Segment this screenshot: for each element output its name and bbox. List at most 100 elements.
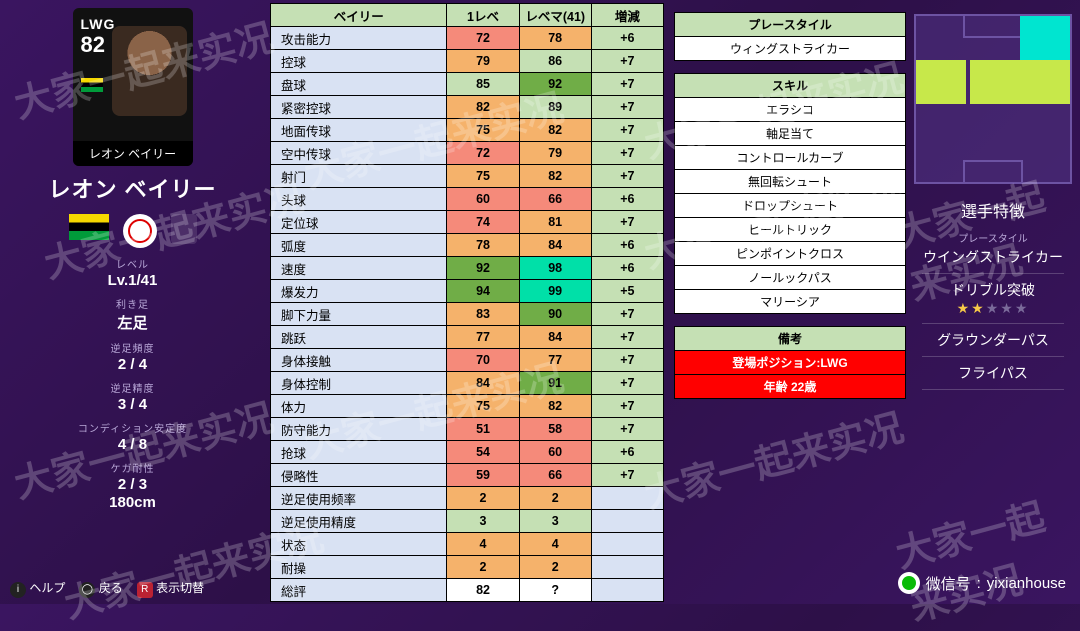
stat-label: 脚下力量 — [271, 303, 447, 326]
back-key-icon: ◯ — [79, 582, 95, 598]
stat-label: 定位球 — [271, 211, 447, 234]
meta-label: コンディション安定度 — [8, 420, 257, 435]
stat-diff: +7 — [591, 349, 663, 372]
stat-diff: +7 — [591, 395, 663, 418]
stat-label: 抢球 — [271, 441, 447, 464]
stat-base: 51 — [447, 418, 519, 441]
stat-max: 92 — [519, 73, 591, 96]
stat-max: 98 — [519, 257, 591, 280]
trait-label: プレースタイル — [914, 230, 1072, 245]
stat-diff: +7 — [591, 119, 663, 142]
stat-diff — [591, 487, 663, 510]
stat-base: 75 — [447, 165, 519, 188]
stat-diff: +6 — [591, 257, 663, 280]
stats-row: 脚下力量8390+7 — [271, 303, 664, 326]
stat-diff: +6 — [591, 188, 663, 211]
position-zone-cmf — [970, 60, 1020, 104]
stats-row: 身体控制8491+7 — [271, 372, 664, 395]
stat-max: 82 — [519, 119, 591, 142]
stats-row: 耐操22 — [271, 556, 664, 579]
help-key-icon: i — [10, 582, 26, 598]
stat-max: 58 — [519, 418, 591, 441]
card-position: LWG — [81, 16, 116, 32]
position-pitch — [914, 14, 1072, 184]
stat-base: 54 — [447, 441, 519, 464]
stat-diff: +6 — [591, 441, 663, 464]
stat-base: 2 — [447, 556, 519, 579]
stat-label: 空中传球 — [271, 142, 447, 165]
position-zone-lwg — [1020, 16, 1070, 60]
stats-row: 侵略性5966+7 — [271, 464, 664, 487]
playstyle-value: ウィングストライカー — [675, 37, 906, 61]
stats-header: ベイリー — [271, 4, 447, 27]
stat-diff: +7 — [591, 142, 663, 165]
stat-label: 耐操 — [271, 556, 447, 579]
switch-key-icon: R — [137, 582, 153, 598]
stat-diff: +7 — [591, 73, 663, 96]
skill-item: 軸足当て — [675, 122, 906, 146]
nationality-flag-icon — [69, 214, 109, 240]
stat-base: 3 — [447, 510, 519, 533]
stat-max: 2 — [519, 556, 591, 579]
remarks-header: 備考 — [675, 327, 906, 351]
skill-item: ヒールトリック — [675, 218, 906, 242]
position-zone-lmf — [916, 60, 966, 104]
stats-row: 弧度7884+6 — [271, 234, 664, 257]
stats-table: ベイリー1レベレベマ(41)増減攻击能力7278+6控球7986+7盘球8592… — [270, 3, 664, 602]
switch-label[interactable]: 表示切替 — [156, 581, 204, 595]
meta-label: 逆足精度 — [8, 380, 257, 395]
stats-row: 空中传球7279+7 — [271, 142, 664, 165]
stat-base: 72 — [447, 142, 519, 165]
stats-row: 紧密控球8289+7 — [271, 96, 664, 119]
stat-base: 82 — [447, 96, 519, 119]
stats-row: 体力7582+7 — [271, 395, 664, 418]
stats-row: 跳跃7784+7 — [271, 326, 664, 349]
stat-base: 72 — [447, 27, 519, 50]
meta-value: 3 / 4 — [8, 396, 257, 413]
stat-label: 跳跃 — [271, 326, 447, 349]
remark-item: 年齢 22歳 — [675, 375, 906, 399]
stat-diff: +7 — [591, 326, 663, 349]
trait-value: ウイングストライカー — [914, 247, 1072, 267]
stat-diff — [591, 533, 663, 556]
trait-value: グラウンダーパス — [914, 330, 1072, 350]
stats-row: 逆足使用频率22 — [271, 487, 664, 510]
stat-diff: +6 — [591, 27, 663, 50]
stat-base: 77 — [447, 326, 519, 349]
stats-row: 攻击能力7278+6 — [271, 27, 664, 50]
player-card[interactable]: LWG 82 レオン ベイリー — [73, 8, 193, 166]
stat-base: 60 — [447, 188, 519, 211]
stats-row: 逆足使用精度33 — [271, 510, 664, 533]
stat-diff: +7 — [591, 303, 663, 326]
back-label[interactable]: 戻る — [99, 581, 123, 595]
skill-item: ノールックパス — [675, 266, 906, 290]
meta-value: 4 / 8 — [8, 436, 257, 453]
player-summary-panel: LWG 82 レオン ベイリー レオン ベイリー レベルLv.1/41利き足左足… — [0, 0, 265, 604]
info-panel: プレースタイル ウィングストライカー スキルエラシコ軸足当てコントロールカーブ無… — [674, 12, 906, 399]
stat-max: 89 — [519, 96, 591, 119]
stat-max: 66 — [519, 188, 591, 211]
stat-max: 77 — [519, 349, 591, 372]
stat-base: 75 — [447, 395, 519, 418]
stat-label: 体力 — [271, 395, 447, 418]
help-label[interactable]: ヘルプ — [29, 581, 65, 595]
kit-icon — [171, 214, 197, 244]
meta-label: 逆足頻度 — [8, 340, 257, 355]
stat-base: 2 — [447, 487, 519, 510]
watermark: 大家一起来实况 — [637, 397, 908, 519]
stat-base: 75 — [447, 119, 519, 142]
meta-label: レベル — [8, 256, 257, 271]
nationality-flag-icon — [81, 78, 103, 92]
stat-diff: +7 — [591, 50, 663, 73]
stat-diff: +7 — [591, 418, 663, 441]
stat-label: 速度 — [271, 257, 447, 280]
stat-label: 逆足使用频率 — [271, 487, 447, 510]
wechat-prefix: 微信号 — [926, 573, 971, 594]
stat-diff: +7 — [591, 165, 663, 188]
stat-base: 4 — [447, 533, 519, 556]
skill-item: 無回転シュート — [675, 170, 906, 194]
stats-row: 身体接触7077+7 — [271, 349, 664, 372]
stats-header: 増減 — [591, 4, 663, 27]
stat-diff: +7 — [591, 96, 663, 119]
stat-diff: +7 — [591, 464, 663, 487]
